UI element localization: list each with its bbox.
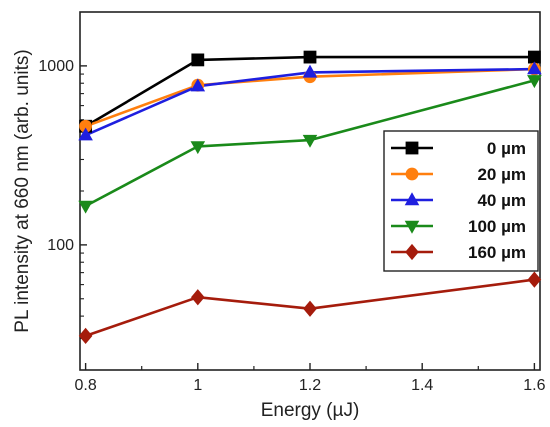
x-tick-label: 1.4 xyxy=(411,377,433,394)
legend: 0 µm 20 µm 40 µm 100 µm 160 µm xyxy=(383,130,539,272)
data-point xyxy=(190,141,206,155)
x-axis-label: Energy (µJ) xyxy=(261,400,360,421)
x-tick-label: 1.2 xyxy=(299,377,321,394)
tick-layer: 0.8 1 1.2 1.4 1.6 100 1000 xyxy=(38,58,545,394)
series-line xyxy=(85,67,535,128)
y-tick-label: 1000 xyxy=(38,58,74,75)
legend-marker xyxy=(405,167,419,181)
data-point xyxy=(78,200,93,214)
y-axis-label: PL intensity at 660 nm (arb. units) xyxy=(12,49,33,332)
data-point xyxy=(527,75,542,89)
legend-marker xyxy=(404,192,420,206)
y-tick-label: 100 xyxy=(47,237,74,254)
data-point xyxy=(78,127,93,141)
series-lines-layer xyxy=(84,55,535,338)
x-tick-label: 1.6 xyxy=(523,377,545,394)
legend-marker xyxy=(405,243,419,261)
series-line xyxy=(84,55,535,128)
x-tick-label: 1 xyxy=(193,377,202,394)
legend-label: 0 µm xyxy=(487,139,526,158)
data-point xyxy=(527,61,542,75)
data-point xyxy=(302,134,318,148)
legend-label: 160 µm xyxy=(468,243,526,262)
data-point xyxy=(527,50,541,64)
legend-marker xyxy=(404,220,420,234)
data-point xyxy=(302,64,318,78)
legend-marker xyxy=(405,141,419,155)
data-point xyxy=(527,271,542,288)
data-point xyxy=(190,289,205,306)
legend-label: 100 µm xyxy=(468,217,526,236)
data-point xyxy=(190,78,206,92)
legend-label: 20 µm xyxy=(477,165,526,184)
data-point xyxy=(78,327,93,345)
data-point xyxy=(303,50,317,64)
x-tick-label: 0.8 xyxy=(74,377,96,394)
data-point xyxy=(303,300,317,317)
series-line xyxy=(84,79,535,208)
series-markers-layer xyxy=(78,50,542,345)
data-point xyxy=(191,53,205,67)
series-line xyxy=(85,278,535,338)
legend-label: 40 µm xyxy=(477,191,526,210)
series-line xyxy=(85,67,535,137)
